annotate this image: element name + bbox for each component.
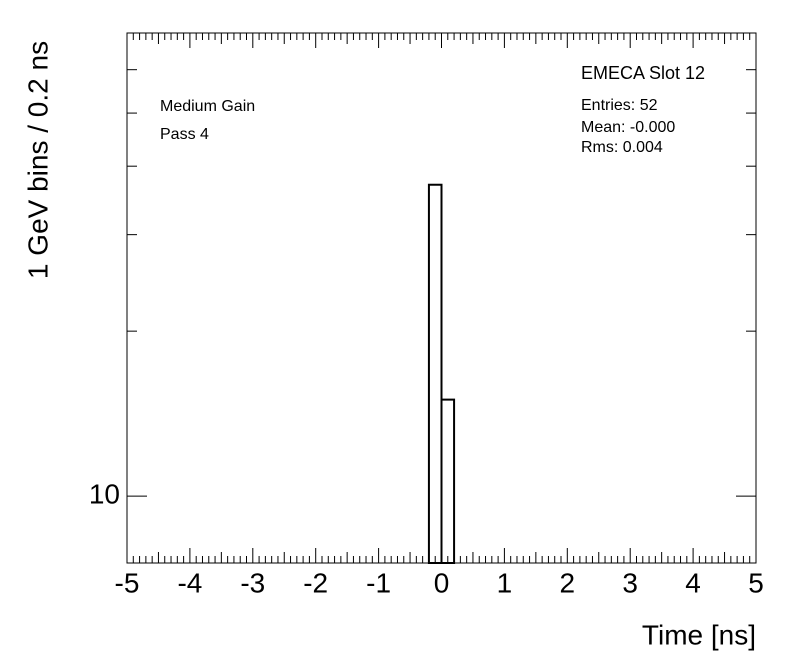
x-tick-label: -4 [177,567,202,598]
annotation: Pass 4 [160,126,209,143]
x-tick-label: -1 [366,567,391,598]
x-tick-label: 2 [560,567,576,598]
y-tick-label: 10 [89,479,120,510]
annotation: Medium Gain [160,98,255,115]
x-tick-label: -2 [303,567,328,598]
y-axis-label: 1 GeV bins / 0.2 ns [22,41,53,279]
x-tick-label: 0 [434,567,450,598]
stats-mean: Mean: -0.000 [581,119,675,136]
x-tick-label: -3 [240,567,265,598]
x-tick-label: -5 [115,567,140,598]
x-tick-label: 1 [497,567,513,598]
x-tick-label: 5 [748,567,764,598]
x-axis-label: Time [ns] [642,619,756,650]
histogram-bar [440,398,456,564]
histogram-bar [427,183,443,564]
stats-title: EMECA Slot 12 [581,63,705,83]
x-tick-label: 4 [685,567,701,598]
stats-entries: Entries: 52 [581,97,658,114]
stats-rms: Rms: 0.004 [581,139,663,156]
x-tick-label: 3 [622,567,638,598]
